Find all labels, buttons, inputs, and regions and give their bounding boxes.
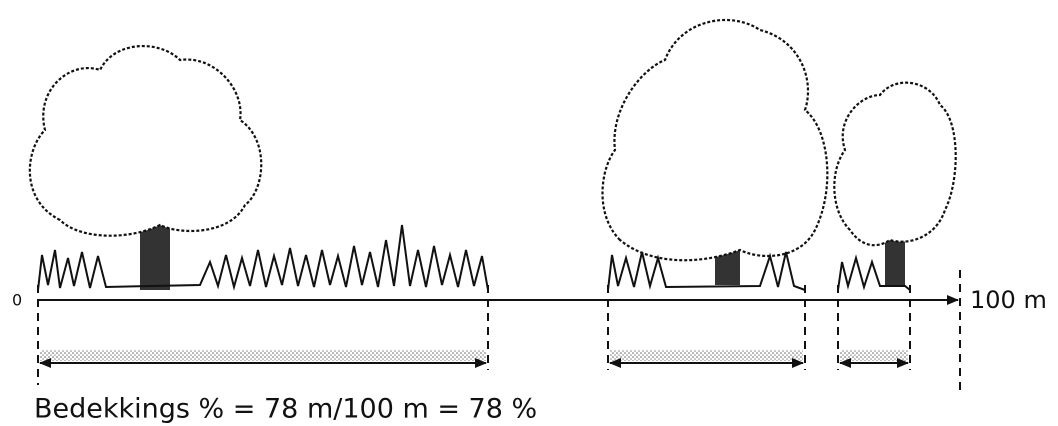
tree-middle	[601, 18, 829, 285]
grass	[837, 254, 911, 291]
axis-start-label: 0	[12, 291, 22, 310]
grass	[37, 224, 489, 291]
tree-left	[28, 44, 263, 290]
cover-segments	[39, 350, 909, 368]
guides	[37, 270, 961, 395]
grass	[607, 251, 806, 291]
axis-end-label: 100 m	[970, 286, 1047, 314]
tree-right	[833, 81, 957, 285]
formula: Bedekkings % = 78 m/100 m = 78 %	[34, 394, 537, 425]
